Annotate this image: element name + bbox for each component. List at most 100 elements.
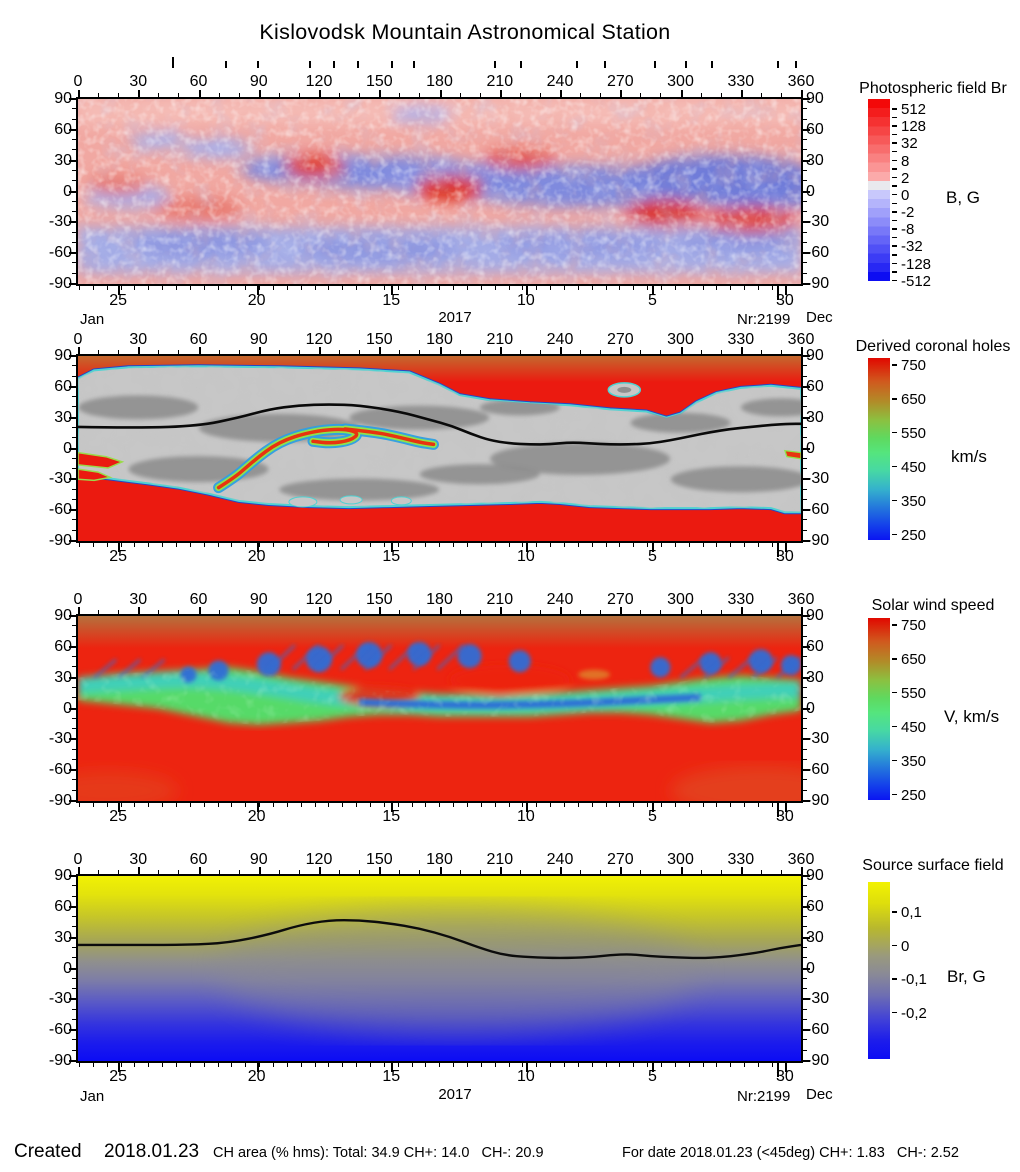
colorbar-tick-label: 350 [901,752,927,770]
y-tick-label: 0 [806,699,815,717]
x-tick-label: 120 [305,591,333,608]
axis-tick [72,488,76,490]
day-tick [92,803,94,807]
axis-tick [803,717,807,719]
axis-tick [803,498,807,500]
x-tick-label: 120 [305,331,333,348]
colorbar-tick [892,262,897,265]
axis-tick [803,149,807,151]
day-tick [162,803,164,807]
x-tick-label: 60 [189,331,208,348]
axis-tick [600,350,602,354]
day-tick [577,543,579,547]
axis-tick [740,90,743,97]
axis-tick [803,625,807,627]
day-tick [652,1063,655,1072]
axis-tick [72,149,76,151]
x-tick-label: 30 [129,591,148,608]
axis-tick [519,93,521,97]
day-tick [162,543,164,547]
colorbar-tick [892,108,897,110]
day-label: 5 [647,808,657,825]
colorbar-wind-speed [868,618,890,800]
axis-tick [72,200,76,202]
day-tick [273,1063,274,1067]
day-tick [619,1063,621,1067]
axis-tick [72,666,76,668]
day-tick [591,803,593,807]
created-date: 2018.01.23 [104,1141,200,1162]
unit-label-bg: B, G [946,188,981,207]
day-tick [525,1063,528,1072]
day-label: 10 [516,292,535,309]
axis-tick [780,610,782,614]
day-tick [771,1063,773,1067]
axis-tick [72,1039,76,1041]
axis-tick [803,283,810,285]
axis-tick [720,610,722,614]
axis-tick [740,607,743,614]
unit-label-brg: Br, G [947,967,986,986]
axis-tick [359,93,361,97]
day-tick [508,803,510,807]
axis-tick [803,697,807,699]
x-tick-label: 360 [787,331,815,348]
day-tick [758,543,759,547]
day-tick [661,543,662,547]
axis-tick [560,90,562,97]
day-tick [564,543,565,547]
axis-tick [760,870,762,874]
y-tick-label: -90 [48,532,72,549]
x-tick-label: 0 [73,73,83,90]
y-tick-label: 30 [806,408,824,426]
day-tick [758,286,759,290]
day-tick [508,543,510,547]
day-tick [356,1063,358,1067]
axis-tick [238,93,240,97]
colorbar-tick [892,168,897,170]
axis-tick [803,128,810,131]
day-tick [744,286,746,290]
day-tick [605,1063,607,1067]
day-tick [453,1063,455,1067]
axis-tick [803,221,810,224]
day-tick [550,1063,552,1067]
colorbar-tick-label: 550 [901,684,927,702]
day-tick [328,803,330,807]
axis-tick [803,1060,810,1062]
axis-tick [69,252,76,255]
x-tick-label: 240 [546,73,574,90]
x-tick-label: 150 [365,331,393,348]
day-tick [522,286,524,290]
colorbar-tick-label: -128 [901,255,932,273]
day-tick [286,286,288,290]
y-tick-label: 30 [806,151,824,169]
day-tick [508,1063,510,1067]
axis-tick [680,607,683,614]
colorbar-tick-label: 2 [901,169,910,187]
y-tick-label: -60 [806,501,830,519]
y-tick-label: 0 [63,699,72,717]
axis-tick [72,108,76,110]
y-tick-label: -60 [48,244,72,262]
x-tick-label: 210 [486,73,514,90]
day-tick [106,1063,108,1067]
y-tick-label: -60 [48,501,72,519]
day-label: 10 [516,1068,535,1085]
x-tick-label: 360 [787,73,815,90]
y-tick-label: 60 [54,377,72,395]
y-tick-label: -60 [48,1021,72,1039]
day-tick [286,803,288,807]
x-tick-label: 330 [727,851,755,868]
axis-tick [69,98,76,100]
y-tick-label: -60 [48,761,72,779]
day-tick [688,1063,690,1067]
x-tick-label: 300 [667,331,694,348]
axis-tick [803,396,807,398]
axis-tick [359,350,361,354]
y-tick-label: 0 [63,959,72,977]
photospheric-field-map [76,97,803,286]
colorbar-tick [892,431,897,434]
day-tick [342,1063,344,1067]
axis-tick [760,93,762,97]
